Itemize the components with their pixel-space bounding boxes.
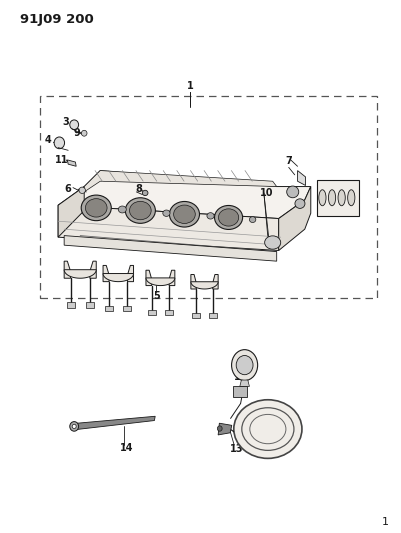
Text: 1: 1 — [382, 516, 389, 527]
Polygon shape — [213, 274, 218, 289]
Ellipse shape — [81, 130, 87, 136]
Ellipse shape — [231, 350, 257, 381]
Text: 91J09 200: 91J09 200 — [20, 13, 94, 26]
Polygon shape — [218, 423, 232, 435]
Polygon shape — [146, 270, 152, 286]
Text: 5: 5 — [153, 291, 160, 301]
Ellipse shape — [236, 356, 253, 375]
Ellipse shape — [207, 213, 214, 219]
Ellipse shape — [163, 210, 170, 216]
Polygon shape — [240, 380, 249, 386]
Polygon shape — [86, 302, 94, 308]
Ellipse shape — [295, 199, 305, 208]
Ellipse shape — [72, 424, 76, 429]
Ellipse shape — [130, 201, 151, 220]
Ellipse shape — [170, 201, 200, 227]
Polygon shape — [64, 261, 71, 278]
Text: 4: 4 — [45, 135, 51, 144]
Polygon shape — [169, 270, 175, 286]
Polygon shape — [233, 386, 247, 397]
Ellipse shape — [215, 205, 243, 229]
Text: 9: 9 — [74, 128, 80, 138]
Ellipse shape — [85, 199, 107, 217]
Text: 6: 6 — [64, 184, 71, 193]
Ellipse shape — [81, 195, 111, 221]
Polygon shape — [103, 265, 109, 281]
Polygon shape — [67, 302, 75, 308]
Ellipse shape — [328, 190, 336, 206]
Polygon shape — [209, 313, 217, 318]
Polygon shape — [146, 278, 175, 286]
Ellipse shape — [249, 216, 256, 223]
Text: 1: 1 — [187, 82, 194, 91]
Polygon shape — [103, 273, 134, 281]
Polygon shape — [64, 270, 96, 278]
Ellipse shape — [242, 408, 294, 450]
Polygon shape — [58, 187, 84, 237]
Polygon shape — [124, 305, 132, 311]
Polygon shape — [64, 236, 277, 261]
Ellipse shape — [234, 400, 302, 458]
Ellipse shape — [287, 186, 299, 198]
Polygon shape — [192, 313, 200, 318]
Polygon shape — [191, 274, 196, 289]
Polygon shape — [58, 171, 311, 219]
Text: 7: 7 — [286, 156, 292, 166]
Text: 2: 2 — [350, 192, 356, 202]
Ellipse shape — [217, 426, 222, 431]
Ellipse shape — [219, 209, 239, 226]
Polygon shape — [128, 265, 134, 281]
Polygon shape — [58, 205, 279, 251]
Ellipse shape — [79, 187, 85, 193]
Polygon shape — [105, 305, 113, 311]
Ellipse shape — [118, 206, 126, 213]
Ellipse shape — [250, 415, 286, 443]
Polygon shape — [298, 171, 306, 185]
Ellipse shape — [174, 205, 195, 223]
Text: 11: 11 — [55, 155, 69, 165]
Polygon shape — [76, 416, 155, 430]
Ellipse shape — [319, 190, 326, 206]
Ellipse shape — [142, 190, 148, 196]
Polygon shape — [148, 310, 156, 315]
Polygon shape — [279, 187, 311, 251]
Ellipse shape — [54, 137, 65, 149]
Polygon shape — [67, 160, 76, 166]
Text: 12: 12 — [234, 373, 247, 382]
Ellipse shape — [70, 422, 79, 431]
Polygon shape — [90, 261, 96, 278]
Polygon shape — [191, 282, 218, 289]
Text: 3: 3 — [63, 117, 69, 126]
Bar — [40, 96, 377, 298]
Ellipse shape — [338, 190, 345, 206]
Text: 10: 10 — [260, 188, 273, 198]
Polygon shape — [84, 171, 277, 192]
Ellipse shape — [125, 198, 155, 223]
Polygon shape — [165, 310, 173, 315]
Text: 14: 14 — [119, 443, 133, 453]
Text: 8: 8 — [135, 184, 142, 193]
Ellipse shape — [70, 120, 79, 130]
Ellipse shape — [265, 236, 281, 249]
Ellipse shape — [348, 190, 355, 206]
Polygon shape — [317, 180, 359, 216]
Text: 13: 13 — [230, 444, 243, 454]
